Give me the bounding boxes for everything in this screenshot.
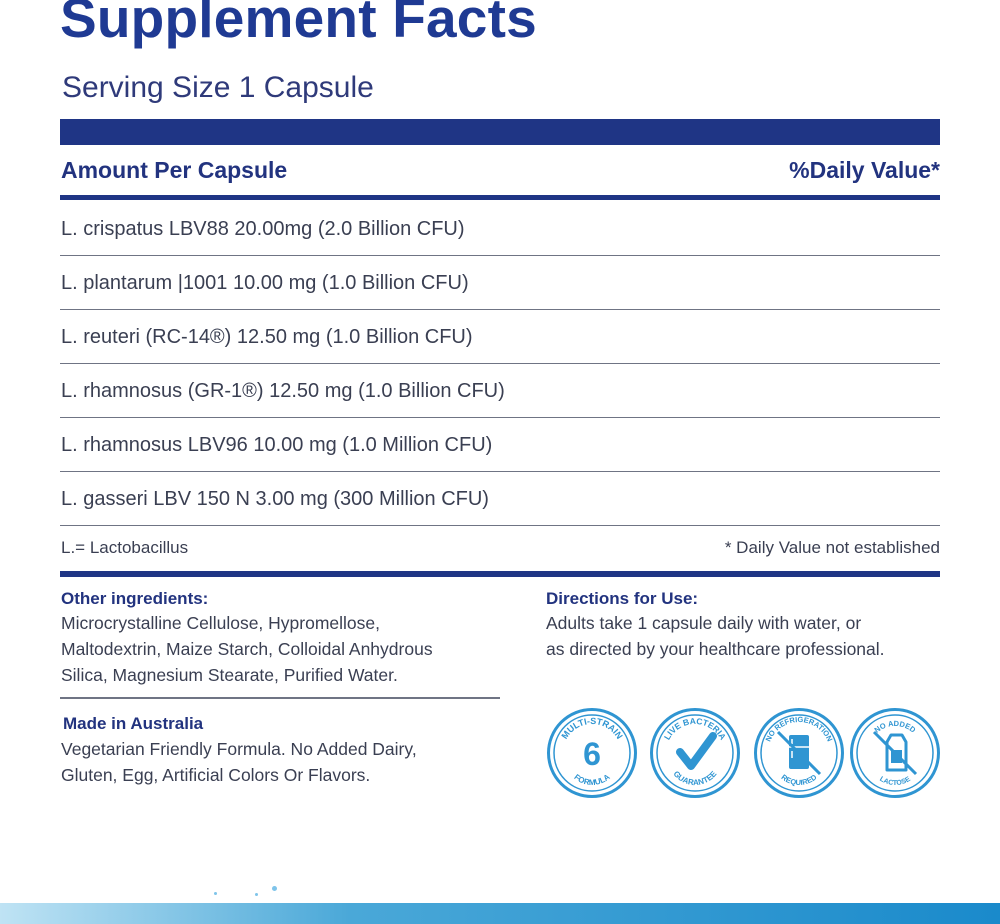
page-title: Supplement Facts (60, 0, 537, 49)
badge-center-text: 6 (583, 736, 601, 772)
svg-text:NO ADDED: NO ADDED (873, 719, 918, 735)
ingredient-label: L. plantarum |1001 10.00 mg (1.0 Billion… (61, 272, 469, 294)
text-line: as directed by your healthcare professio… (546, 639, 885, 659)
text-line: Vegetarian Friendly Formula. No Added Da… (61, 739, 417, 759)
thick-divider-bar (60, 119, 940, 145)
ingredient-label: L. reuteri (RC-14®) 12.50 mg (1.0 Billio… (61, 326, 473, 348)
svg-text:LACTOSE: LACTOSE (878, 776, 912, 787)
other-ingredients-heading: Other ingredients: (61, 589, 209, 608)
ingredient-label: L. rhamnosus (GR-1®) 12.50 mg (1.0 Billi… (61, 380, 505, 402)
no-refrigeration-badge: NO REFRIGERATION REQUIRED (754, 708, 844, 798)
decorative-sparkle (214, 892, 217, 895)
directions-text: Adults take 1 capsule daily with water, … (546, 610, 885, 662)
no-added-lactose-badge: NO ADDED LACTOSE (850, 708, 940, 798)
checkmark-icon: LIVE BACTERIA GUARANTEE (656, 714, 734, 792)
ingredient-row: L. reuteri (RC-14®) 12.50 mg (1.0 Billio… (60, 310, 940, 364)
svg-text:FORMULA: FORMULA (572, 772, 611, 787)
decorative-sparkle (255, 893, 258, 896)
badge-bottom-text: GUARANTEE (672, 769, 719, 787)
badge-top-text: NO ADDED (873, 719, 918, 735)
multi-strain-icon: MULTI-STRAIN 6 FORMULA (553, 714, 631, 792)
daily-value-note: * Daily Value not established (724, 538, 940, 557)
header-divider-bar (60, 195, 940, 200)
ingredient-row: L. rhamnosus (GR-1®) 12.50 mg (1.0 Billi… (60, 364, 940, 418)
serving-size: Serving Size 1 Capsule (62, 71, 374, 104)
multi-strain-badge: MULTI-STRAIN 6 FORMULA (547, 708, 637, 798)
left-column-divider (60, 697, 500, 699)
text-line: Gluten, Egg, Artificial Colors Or Flavor… (61, 765, 371, 785)
section-divider-bar (60, 571, 940, 577)
ingredient-row: L. plantarum |1001 10.00 mg (1.0 Billion… (60, 256, 940, 310)
ingredient-row: L. rhamnosus LBV96 10.00 mg (1.0 Million… (60, 418, 940, 472)
decorative-bottom-band (0, 903, 1000, 924)
directions-heading: Directions for Use: (546, 589, 699, 608)
text-line: Silica, Magnesium Stearate, Purified Wat… (61, 665, 398, 685)
text-line: Adults take 1 capsule daily with water, … (546, 613, 862, 633)
svg-text:REQUIRED: REQUIRED (780, 772, 819, 787)
refrigerator-icon: NO REFRIGERATION REQUIRED (760, 714, 838, 792)
svg-text:GUARANTEE: GUARANTEE (672, 769, 719, 787)
badge-bottom-text: FORMULA (572, 772, 611, 787)
daily-value-header: %Daily Value* (789, 157, 940, 183)
ingredient-row: L. crispatus LBV88 20.00mg (2.0 Billion … (60, 202, 940, 256)
other-ingredients-text: Microcrystalline Cellulose, Hypromellose… (61, 610, 433, 688)
ingredient-label: L. gasseri LBV 150 N 3.00 mg (300 Millio… (61, 488, 489, 510)
ingredient-label: L. crispatus LBV88 20.00mg (2.0 Billion … (61, 218, 465, 240)
made-in-text: Vegetarian Friendly Formula. No Added Da… (61, 736, 417, 788)
live-bacteria-badge: LIVE BACTERIA GUARANTEE (650, 708, 740, 798)
milk-carton-icon: NO ADDED LACTOSE (856, 714, 934, 792)
made-in-heading: Made in Australia (63, 714, 204, 733)
ingredient-label: L. rhamnosus LBV96 10.00 mg (1.0 Million… (61, 434, 493, 456)
decorative-sparkle (272, 886, 277, 891)
text-line: Microcrystalline Cellulose, Hypromellose… (61, 613, 380, 633)
amount-per-capsule-header: Amount Per Capsule (61, 157, 288, 183)
text-line: Maltodextrin, Maize Starch, Colloidal An… (61, 639, 433, 659)
svg-text:LIVE BACTERIA: LIVE BACTERIA (662, 716, 728, 742)
badge-bottom-text: REQUIRED (780, 772, 819, 787)
ingredient-row: L. gasseri LBV 150 N 3.00 mg (300 Millio… (60, 472, 940, 526)
abbreviation-note: L.= Lactobacillus (61, 538, 189, 557)
badge-top-text: LIVE BACTERIA (662, 716, 728, 742)
badge-bottom-text: LACTOSE (878, 776, 912, 787)
